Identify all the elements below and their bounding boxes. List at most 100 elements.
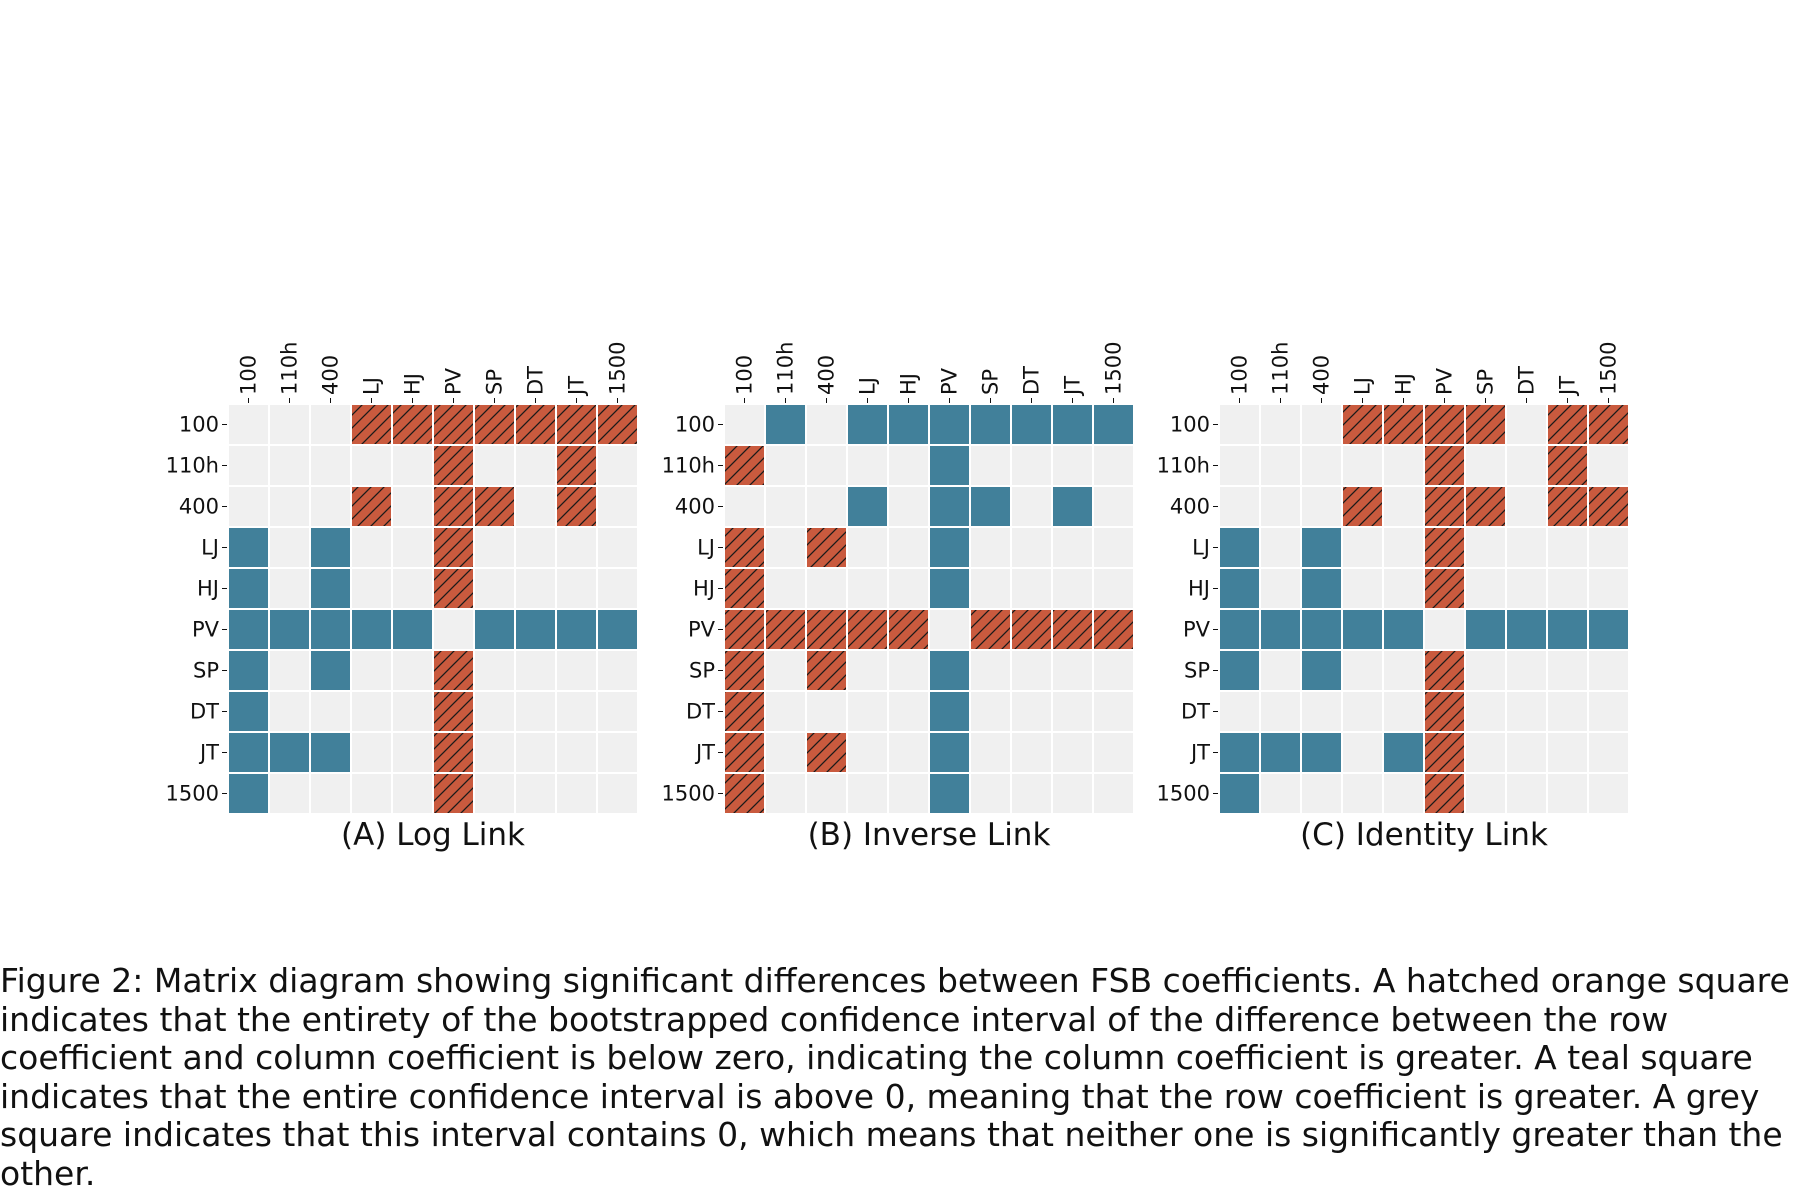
grey-cell: [848, 774, 887, 813]
grey-cell: [270, 487, 309, 526]
grey-cell: [516, 569, 555, 608]
grey-cell: [1466, 692, 1505, 731]
row-label: 110h: [1157, 454, 1210, 478]
grey-cell: [557, 651, 596, 690]
grey-cell: [475, 446, 514, 485]
grey-cell: [557, 692, 596, 731]
grey-cell: [766, 569, 805, 608]
hatched-orange-cell: [557, 487, 596, 526]
row-label: PV: [1183, 618, 1211, 642]
grey-cell: [766, 651, 805, 690]
hatched-orange-cell: [1425, 569, 1464, 608]
grey-cell: [270, 651, 309, 690]
column-label: DT: [1020, 366, 1044, 395]
grey-cell: [1384, 774, 1423, 813]
teal-cell: [229, 528, 268, 567]
grey-cell: [311, 774, 350, 813]
teal-cell: [930, 528, 969, 567]
hatched-orange-cell: [516, 405, 555, 444]
grey-cell: [889, 528, 928, 567]
teal-cell: [1302, 610, 1341, 649]
teal-cell: [475, 610, 514, 649]
grey-cell: [1094, 774, 1133, 813]
grey-cell: [352, 774, 391, 813]
teal-cell: [930, 446, 969, 485]
grey-cell: [889, 446, 928, 485]
row-label: PV: [688, 618, 716, 642]
column-label: LJ: [1351, 377, 1375, 395]
grey-cell: [889, 692, 928, 731]
grey-cell: [393, 651, 432, 690]
teal-cell: [229, 774, 268, 813]
grey-cell: [311, 487, 350, 526]
grey-cell: [1220, 487, 1259, 526]
row-label: 100: [1170, 413, 1210, 437]
hatched-orange-cell: [393, 405, 432, 444]
teal-cell: [516, 610, 555, 649]
grey-cell: [516, 487, 555, 526]
grey-cell: [516, 774, 555, 813]
grey-cell: [352, 651, 391, 690]
grey-cell: [1094, 733, 1133, 772]
grey-cell: [1012, 733, 1051, 772]
grey-cell: [1589, 651, 1628, 690]
grey-cell: [229, 487, 268, 526]
hatched-orange-cell: [807, 528, 846, 567]
grey-cell: [1384, 651, 1423, 690]
grey-cell: [1302, 692, 1341, 731]
hatched-orange-cell: [434, 446, 473, 485]
grey-cell: [807, 569, 846, 608]
teal-cell: [311, 651, 350, 690]
teal-cell: [229, 651, 268, 690]
grey-cell: [1589, 569, 1628, 608]
grey-cell: [848, 528, 887, 567]
hatched-orange-cell: [807, 733, 846, 772]
teal-cell: [229, 692, 268, 731]
grey-cell: [766, 487, 805, 526]
grey-cell: [1507, 651, 1546, 690]
grey-cell: [1094, 446, 1133, 485]
grey-cell: [1053, 528, 1092, 567]
hatched-orange-cell: [725, 610, 764, 649]
grey-cell: [598, 651, 637, 690]
hatched-orange-cell: [1425, 733, 1464, 772]
hatched-orange-cell: [1589, 405, 1628, 444]
teal-cell: [1302, 733, 1341, 772]
teal-cell: [1220, 774, 1259, 813]
hatched-orange-cell: [725, 528, 764, 567]
grey-cell: [1589, 528, 1628, 567]
grey-cell: [1548, 569, 1587, 608]
column-label: 1500: [1597, 342, 1621, 395]
grey-cell: [311, 692, 350, 731]
column-label: PV: [1433, 367, 1457, 395]
grey-cell: [1589, 446, 1628, 485]
grey-cell: [516, 733, 555, 772]
row-label: 1500: [662, 782, 715, 806]
column-label: DT: [1515, 366, 1539, 395]
grey-cell: [1261, 774, 1300, 813]
column-label: 400: [815, 355, 839, 395]
row-label: LJ: [201, 536, 219, 560]
hatched-orange-cell: [1425, 528, 1464, 567]
hatched-orange-cell: [434, 733, 473, 772]
grey-cell: [1343, 774, 1382, 813]
grey-cell: [1548, 692, 1587, 731]
grey-cell: [1548, 774, 1587, 813]
teal-cell: [930, 487, 969, 526]
grey-cell: [1012, 569, 1051, 608]
grey-cell: [475, 692, 514, 731]
teal-cell: [1302, 569, 1341, 608]
grey-cell: [807, 405, 846, 444]
grey-cell: [1466, 528, 1505, 567]
matrix-panel-1: 100 110h 400 LJ HJ PV SP DT JT 1500 100 110h 400 LJ HJ…: [166, 342, 637, 853]
column-label: HJ: [401, 373, 425, 395]
matrix-figure: 100 110h 400 LJ HJ PV SP DT JT 1500 100 110h 400 LJ HJ…: [166, 342, 1628, 853]
teal-cell: [930, 569, 969, 608]
teal-cell: [1053, 487, 1092, 526]
column-label: 100: [1228, 355, 1252, 395]
hatched-orange-cell: [725, 446, 764, 485]
grey-cell: [1466, 446, 1505, 485]
grey-cell: [1261, 692, 1300, 731]
grey-cell: [1012, 651, 1051, 690]
grey-cell: [1343, 446, 1382, 485]
